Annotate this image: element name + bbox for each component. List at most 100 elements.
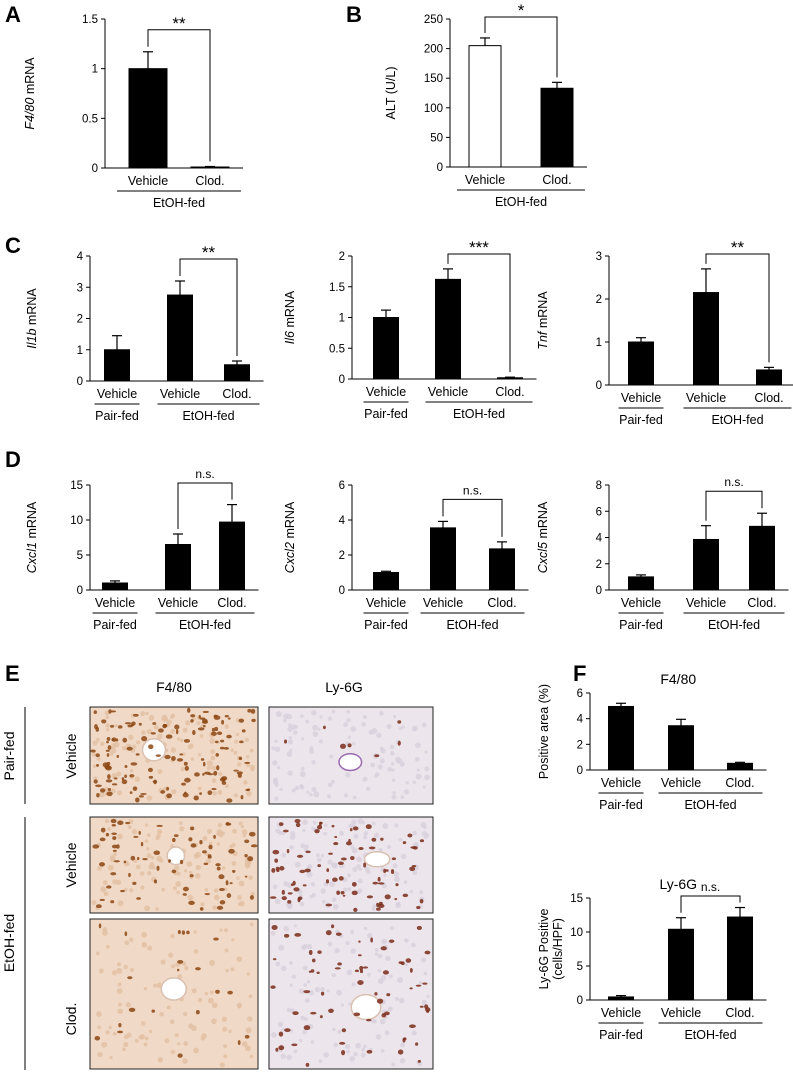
category-label: Clod. — [217, 596, 246, 610]
cell-nucleus — [391, 778, 396, 782]
cell-nucleus — [171, 964, 176, 969]
y-axis-label-text: mRNA — [283, 501, 297, 542]
stained-cell — [106, 791, 113, 797]
cell-nucleus — [174, 1032, 179, 1037]
cell-nucleus — [404, 963, 408, 967]
stained-cell — [111, 783, 118, 786]
stained-cell — [318, 821, 322, 826]
stained-cell — [177, 1053, 183, 1058]
stained-cell — [333, 841, 339, 846]
stained-cell — [284, 1028, 291, 1033]
cell-nucleus — [399, 761, 405, 767]
cell-nucleus — [109, 1055, 113, 1060]
cell-nucleus — [211, 1018, 217, 1025]
stained-cell — [376, 907, 381, 911]
cell-nucleus — [312, 724, 318, 731]
cell-nucleus — [346, 1049, 350, 1054]
stained-cell — [182, 792, 189, 798]
stained-cell — [303, 990, 311, 994]
cell-nucleus — [377, 764, 383, 770]
cell-nucleus — [105, 1030, 110, 1035]
cell-nucleus — [370, 1018, 375, 1024]
stained-cell — [106, 736, 111, 741]
cell-nucleus — [376, 732, 382, 739]
y-tick-label: 50 — [430, 132, 443, 144]
cell-nucleus — [140, 885, 145, 890]
stained-cell — [122, 737, 128, 743]
stained-cell — [107, 774, 111, 780]
stained-cell — [160, 790, 166, 794]
stained-cell — [111, 823, 116, 827]
cell-nucleus — [143, 1042, 148, 1047]
stained-cell — [248, 831, 256, 837]
cell-nucleus — [415, 773, 422, 780]
cell-nucleus — [116, 771, 122, 777]
bar — [608, 705, 634, 771]
cell-nucleus — [103, 891, 109, 897]
cell-nucleus — [125, 1002, 131, 1008]
y-tick-label: 2 — [596, 294, 602, 306]
cell-nucleus — [213, 894, 220, 901]
stained-cell — [382, 970, 389, 975]
y-axis-label: Cxcl5 mRNA — [536, 501, 550, 573]
stained-cell — [194, 772, 200, 777]
stained-cell — [156, 865, 160, 871]
cell-nucleus — [288, 736, 293, 740]
y-axis-label-gene: Cxcl5 — [536, 542, 550, 573]
stained-cell — [409, 968, 413, 973]
stained-cell — [340, 743, 347, 749]
category-label: Vehicle — [621, 596, 661, 610]
category-label: Vehicle — [465, 173, 505, 187]
cell-nucleus — [195, 851, 202, 858]
cell-nucleus — [385, 955, 391, 962]
stained-cell — [296, 854, 304, 858]
y-tick-label: 0 — [92, 163, 98, 175]
category-label: Vehicle — [95, 596, 135, 610]
bar — [489, 548, 515, 591]
stained-cell — [166, 786, 170, 791]
y-tick-label: 0 — [577, 995, 583, 1007]
cell-nucleus — [128, 734, 134, 741]
stained-cell — [140, 792, 147, 795]
bar — [373, 317, 399, 380]
cell-nucleus — [393, 714, 397, 719]
y-axis-label: Cxcl2 mRNA — [283, 501, 297, 573]
stained-cell — [99, 837, 106, 842]
chart-a-f480-mrna: 0 0.5 1 1.5 F4/80 mRNA Vehicle Clod. EtOH-fed ** — [23, 14, 243, 210]
cell-nucleus — [344, 1043, 351, 1050]
cell-nucleus — [299, 771, 306, 778]
stained-cell — [366, 895, 374, 899]
stained-cell — [371, 837, 377, 842]
cell-nucleus — [283, 881, 289, 887]
bar — [219, 521, 245, 591]
stained-cell — [227, 717, 231, 720]
cell-nucleus — [105, 727, 110, 732]
cell-nucleus — [352, 795, 357, 800]
cell-nucleus — [380, 1048, 385, 1053]
stained-cell — [213, 770, 218, 776]
stained-cell — [203, 862, 209, 866]
stained-cell — [363, 862, 367, 868]
stained-cell — [120, 889, 125, 893]
stained-cell — [305, 1062, 310, 1067]
cell-nucleus — [311, 786, 317, 792]
stained-cell — [272, 958, 277, 961]
stained-cell — [317, 950, 322, 954]
stained-cell — [207, 854, 212, 858]
stained-cell — [372, 881, 379, 885]
stained-cell — [106, 885, 112, 889]
cell-nucleus — [216, 829, 223, 835]
category-label: Vehicle — [160, 387, 200, 401]
stained-cell — [326, 868, 330, 873]
stained-cell — [221, 781, 227, 785]
stained-cell — [197, 727, 205, 731]
stained-cell — [115, 844, 120, 849]
y-axis-label-text: ALT (U/L) — [384, 66, 398, 119]
cell-nucleus — [378, 847, 383, 852]
category-label: Vehicle — [661, 1006, 701, 1020]
cell-nucleus — [276, 766, 281, 770]
cell-nucleus — [160, 959, 166, 965]
stained-cell — [195, 967, 201, 971]
stained-cell — [190, 843, 197, 848]
cell-nucleus — [139, 871, 145, 876]
